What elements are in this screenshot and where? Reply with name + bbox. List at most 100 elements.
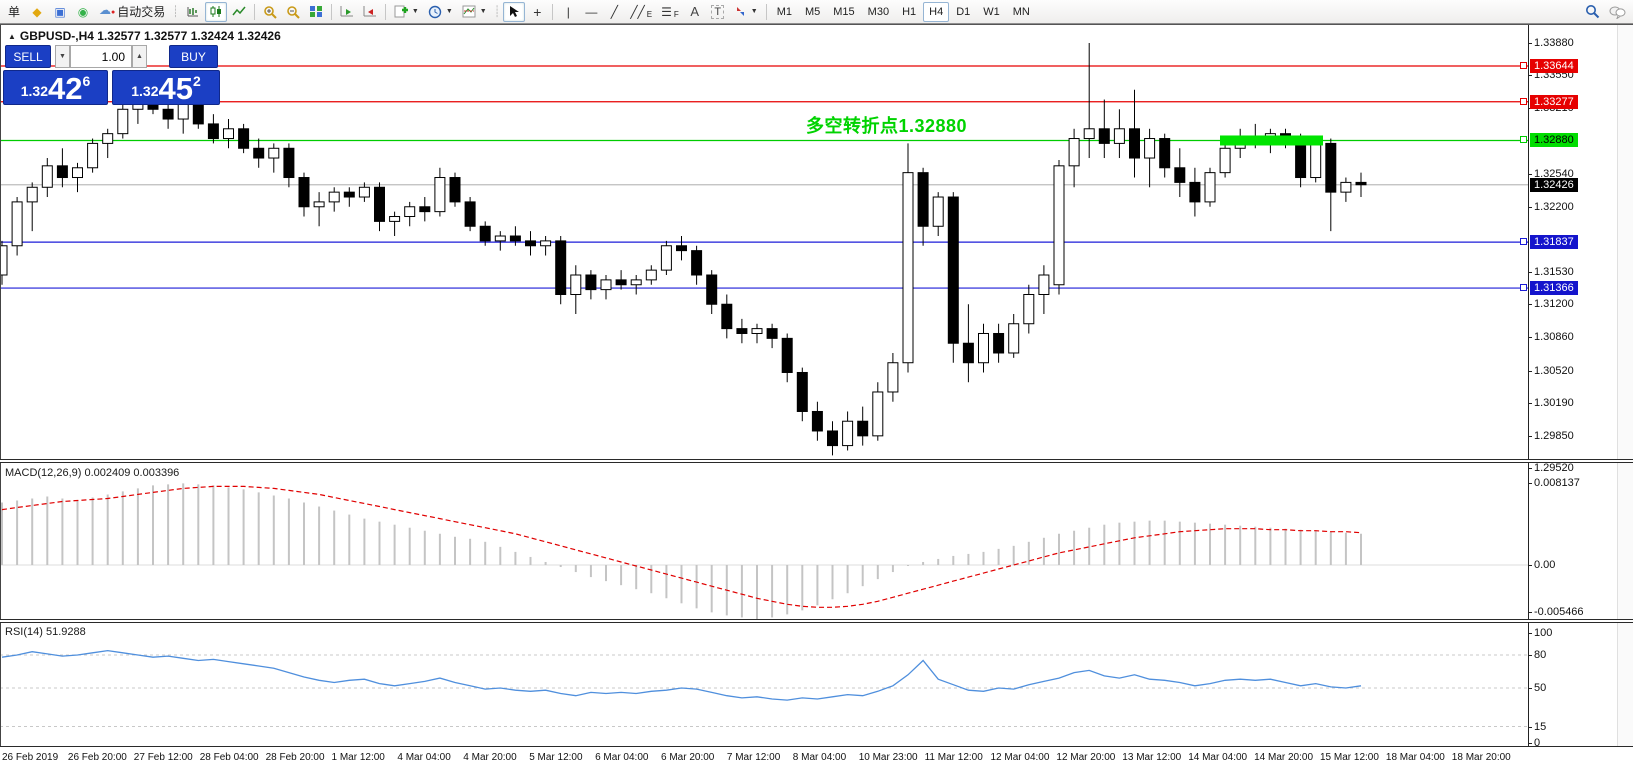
- buy-button[interactable]: BUY: [169, 45, 218, 68]
- chat-icon[interactable]: [1605, 2, 1630, 22]
- level-end-marker: [1520, 136, 1527, 144]
- toolbar-separator: [253, 3, 255, 20]
- rsi-tick-label: 100: [1534, 627, 1553, 639]
- time-axis-label: 15 Mar 12:00: [1320, 752, 1379, 763]
- autotrade-button[interactable]: ☁● 自动交易: [95, 2, 169, 22]
- price-tick-mark: [1528, 108, 1532, 110]
- chart-shift-icon[interactable]: [359, 2, 381, 22]
- terminal-icon[interactable]: ▣: [54, 4, 66, 19]
- time-axis-label: 8 Mar 04:00: [792, 752, 847, 763]
- time-axis-label: 5 Mar 12:00: [529, 752, 583, 763]
- level-end-marker: [1520, 284, 1527, 292]
- chart-window: [0, 24, 1633, 747]
- time-axis-label: 26 Feb 2019: [2, 752, 59, 763]
- tile-windows-icon[interactable]: [305, 2, 327, 22]
- time-axis-label: 13 Mar 12:00: [1122, 752, 1182, 763]
- timeframe-M5[interactable]: M5: [804, 5, 821, 18]
- new-order-button[interactable]: ▼: [390, 2, 423, 22]
- time-axis-label: 4 Mar 04:00: [397, 752, 451, 763]
- price-axis[interactable]: 1.338801.335501.332101.325401.322001.315…: [1517, 0, 1633, 769]
- price-tick-label: 1.29520: [1534, 462, 1574, 474]
- trendline-tool[interactable]: ╱: [610, 4, 618, 19]
- macd-tick-label: 0.008137: [1534, 477, 1580, 489]
- macd-label: MACD(12,26,9) 0.002409 0.003396: [5, 467, 180, 479]
- time-axis-label: 27 Feb 12:00: [133, 752, 193, 763]
- chart-left-border: [0, 25, 1, 747]
- dropdown-caret-icon: ▼: [750, 8, 758, 15]
- candlestick-chart-icon[interactable]: [204, 1, 227, 22]
- price-level-badge: 1.33277: [1530, 94, 1578, 109]
- price-tick-label: 1.31200: [1534, 298, 1574, 311]
- timeframe-group: M1 M5 M15 M30 H1 H4 D1 W1 MN: [771, 1, 1036, 22]
- price-axis-border: [1528, 25, 1529, 747]
- rsi-tick-mark: [1528, 688, 1532, 689]
- price-level-badge: 1.31366: [1530, 281, 1578, 296]
- price-tick-mark: [1528, 75, 1532, 77]
- macd-tick-label: 0.00: [1534, 559, 1556, 571]
- crosshair-tool[interactable]: +: [533, 3, 542, 20]
- price-tick-mark: [1528, 304, 1532, 306]
- channel-tool[interactable]: ╱╱ E: [630, 4, 653, 20]
- price-tick-mark: [1528, 402, 1532, 404]
- timeframe-H4[interactable]: H4: [923, 1, 950, 22]
- rsi-tick-mark: [1528, 743, 1532, 744]
- toolbar-grip: ┊: [172, 6, 179, 18]
- time-axis-label: 14 Mar 20:00: [1254, 752, 1314, 763]
- search-icon[interactable]: [1581, 2, 1604, 22]
- timeframe-H1[interactable]: H1: [902, 5, 917, 18]
- horizontal-line-tool[interactable]: —: [585, 4, 598, 19]
- auto-scroll-icon[interactable]: [336, 2, 358, 22]
- time-axis-label: 28 Feb 20:00: [265, 752, 325, 763]
- timeframe-W1[interactable]: W1: [983, 5, 1000, 18]
- dropdown-caret-icon: ▼: [411, 8, 419, 15]
- price-chart[interactable]: [0, 25, 1528, 459]
- bar-chart-icon[interactable]: [182, 2, 204, 22]
- template-button[interactable]: ▼: [458, 2, 491, 22]
- sell-button[interactable]: SELL: [5, 45, 51, 68]
- bid-price-box[interactable]: 1.32 42 6: [3, 70, 108, 105]
- panel-separator[interactable]: [0, 459, 1633, 463]
- time-axis-label: 18 Mar 20:00: [1451, 752, 1511, 763]
- volume-input[interactable]: [70, 45, 132, 68]
- price-level-badge: 1.31837: [1530, 235, 1578, 250]
- timeframe-M30[interactable]: M30: [867, 5, 890, 18]
- signal-icon[interactable]: ◉: [77, 4, 89, 19]
- line-chart-icon[interactable]: [228, 2, 250, 22]
- macd-indicator-chart[interactable]: [0, 463, 1528, 619]
- cursor-tool[interactable]: [503, 1, 526, 22]
- period-clock-button[interactable]: ▼: [424, 2, 457, 22]
- order-button[interactable]: 单: [3, 2, 25, 22]
- vertical-line-tool[interactable]: |: [566, 4, 570, 19]
- toolbar-separator: [552, 3, 554, 20]
- zoom-out-icon[interactable]: [282, 2, 304, 22]
- timeframe-M1[interactable]: M1: [776, 5, 792, 18]
- timeframe-M15[interactable]: M15: [833, 5, 855, 18]
- price-tick-mark: [1528, 43, 1532, 44]
- time-axis[interactable]: 26 Feb 2019 26 Feb 20:00 27 Feb 12:00 28 Fe…: [0, 746, 1633, 769]
- timeframe-D1[interactable]: D1: [956, 5, 971, 18]
- price-level-badge: 1.32426: [1530, 177, 1578, 192]
- toolbar: 单 ◆ ▣ ◉ ☁● 自动交易 ┊ ▼ ▼ ▼ ┊: [0, 0, 1633, 24]
- text-label-tool[interactable]: T: [707, 2, 729, 22]
- rsi-indicator-chart[interactable]: [0, 623, 1528, 745]
- fibonacci-tool[interactable]: ☰ F: [661, 4, 679, 20]
- price-tick-label: 1.32540: [1534, 167, 1574, 180]
- rsi-tick-label: 0: [1534, 737, 1541, 749]
- zoom-in-icon[interactable]: [259, 2, 281, 22]
- time-axis-label: 14 Mar 04:00: [1188, 752, 1248, 763]
- panel-separator[interactable]: [0, 619, 1633, 623]
- arrows-tool[interactable]: ▼: [730, 2, 762, 22]
- rsi-tick-mark: [1528, 633, 1532, 634]
- autotrade-label: 自动交易: [117, 5, 166, 19]
- volume-decrease-button[interactable]: ▼: [55, 45, 70, 68]
- volume-increase-button[interactable]: ▲: [132, 45, 147, 68]
- time-axis-label: 6 Mar 04:00: [595, 752, 649, 763]
- toolbar-separator: [384, 3, 386, 20]
- gold-bars-icon[interactable]: ◆: [32, 4, 42, 19]
- time-axis-label: 18 Mar 04:00: [1385, 752, 1445, 763]
- timeframe-MN[interactable]: MN: [1012, 5, 1030, 18]
- price-tick-label: 1.30520: [1534, 364, 1574, 377]
- price-tick-label: 1.30860: [1534, 331, 1574, 344]
- text-tool[interactable]: A: [690, 3, 700, 19]
- ask-price-box[interactable]: 1.32 45 2: [112, 70, 220, 105]
